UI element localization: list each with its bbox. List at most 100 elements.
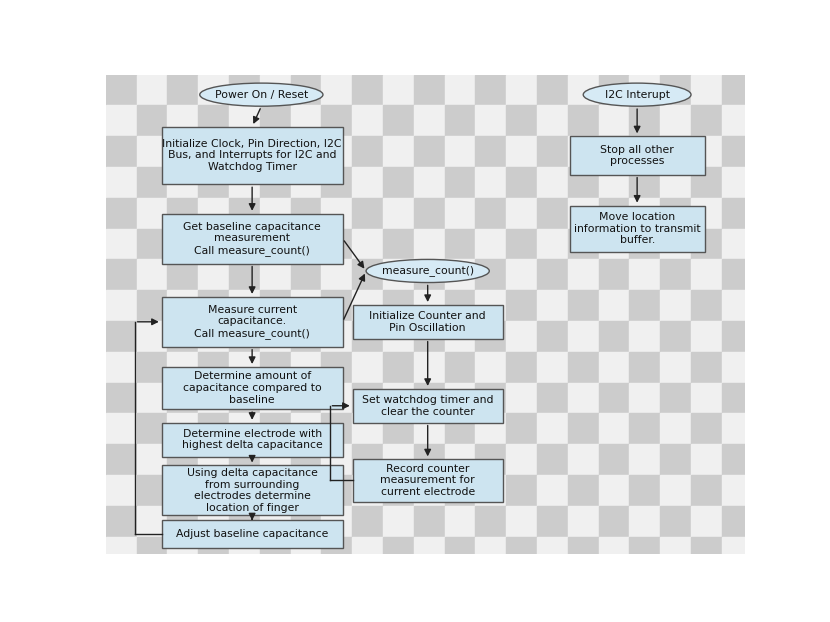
Bar [168,75,198,106]
Bar [537,229,568,259]
Bar [260,75,290,106]
Bar [383,321,414,352]
Bar [106,106,137,136]
Bar [537,198,568,229]
Bar [722,537,753,567]
Bar [168,259,198,290]
Bar [168,444,198,475]
Bar [598,290,629,321]
Bar [414,167,445,198]
Bar [660,198,691,229]
Bar [568,290,598,321]
Bar [506,506,537,537]
Bar [629,444,660,475]
Bar [383,229,414,259]
Bar [260,198,290,229]
Bar [321,537,352,567]
Bar [290,136,321,167]
Bar [290,259,321,290]
Bar [660,259,691,290]
Bar [260,167,290,198]
Bar [383,136,414,167]
Bar [722,414,753,444]
Bar [290,321,321,352]
Bar [568,136,598,167]
Ellipse shape [366,259,490,282]
Bar [722,506,753,537]
Bar [290,414,321,444]
Bar [106,198,137,229]
Bar [476,383,506,414]
Text: measure_count(): measure_count() [382,266,474,276]
Bar [568,383,598,414]
Bar [660,229,691,259]
Bar [137,106,168,136]
Bar [106,75,137,106]
Bar [106,229,137,259]
Bar [198,352,229,383]
Bar [198,506,229,537]
Bar [660,136,691,167]
Bar [598,506,629,537]
Bar [137,475,168,506]
Bar [691,475,722,506]
Bar [537,167,568,198]
Bar [198,383,229,414]
Bar [476,229,506,259]
Bar [506,383,537,414]
Bar [506,136,537,167]
Bar [229,290,260,321]
Bar [106,259,137,290]
Bar [198,321,229,352]
Bar [383,198,414,229]
Bar [598,106,629,136]
Bar [537,383,568,414]
Bar [290,383,321,414]
Bar [168,506,198,537]
Bar [290,352,321,383]
Bar [198,167,229,198]
Bar [290,75,321,106]
Bar [722,259,753,290]
Bar [445,167,476,198]
Bar [476,198,506,229]
Bar [321,352,352,383]
Bar [722,167,753,198]
Bar [106,290,137,321]
Bar [414,75,445,106]
Bar [352,136,383,167]
Bar [137,136,168,167]
Bar [414,229,445,259]
Bar [598,383,629,414]
Bar [352,229,383,259]
Bar [722,383,753,414]
Bar [691,414,722,444]
Bar [445,352,476,383]
Bar [106,136,137,167]
Bar [691,259,722,290]
Bar [506,321,537,352]
Bar [137,383,168,414]
Bar [137,352,168,383]
Bar [506,414,537,444]
Bar [660,444,691,475]
Bar [629,106,660,136]
Bar [476,259,506,290]
Bar [568,198,598,229]
Bar [691,506,722,537]
Text: Measure current
capacitance.
Call measure_count(): Measure current capacitance. Call measur… [194,305,310,339]
Bar [476,537,506,567]
Bar [506,229,537,259]
Bar [290,444,321,475]
Bar [691,537,722,567]
Bar [106,414,137,444]
Bar [660,321,691,352]
Text: Using delta capacitance
from surrounding
electrodes determine
location of finger: Using delta capacitance from surrounding… [187,468,318,513]
Bar [537,106,568,136]
Bar [629,167,660,198]
Bar [445,383,476,414]
Bar [629,75,660,106]
Bar [414,259,445,290]
Bar [660,414,691,444]
Bar [260,537,290,567]
